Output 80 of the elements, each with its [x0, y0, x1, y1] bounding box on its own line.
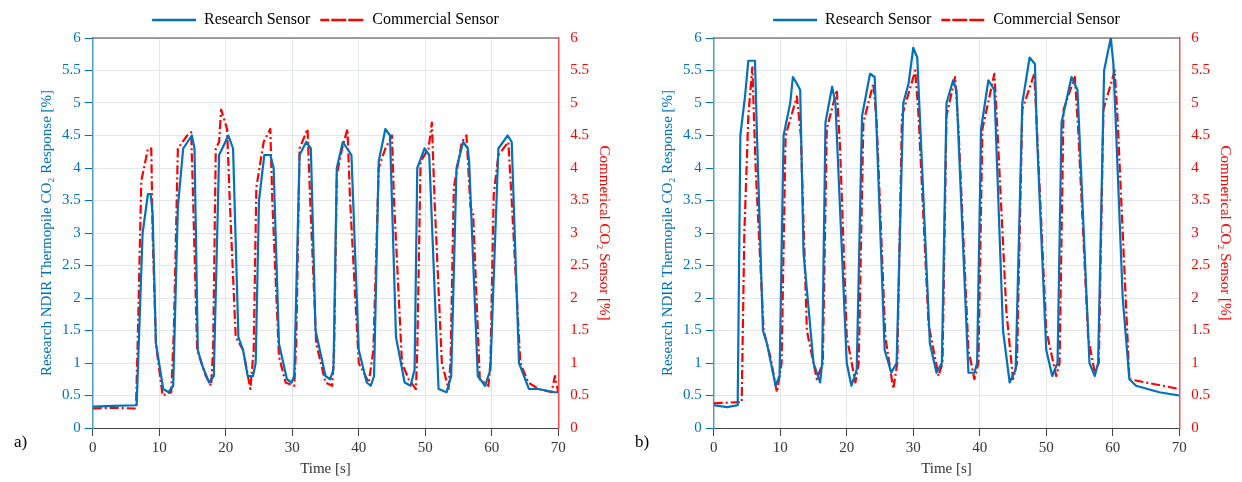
x-axis-title: Time [s]: [921, 459, 972, 476]
x-tick-label: 30: [905, 438, 921, 455]
x-tick-label: 30: [284, 438, 300, 455]
x-tick-label: 50: [1038, 438, 1054, 455]
y2-tick-label: 2.5: [570, 256, 589, 273]
legend-label: Commercial Sensor: [372, 10, 500, 28]
y-tick-label: 1.5: [62, 321, 81, 338]
y-tick-label: 0.5: [62, 386, 81, 403]
y2-tick-label: 1.5: [1191, 321, 1210, 338]
text: b): [635, 432, 650, 452]
y2-tick-label: 5: [570, 93, 578, 110]
y2-tick-label: 3.5: [1191, 191, 1210, 208]
y2-tick-label: 5: [1191, 93, 1199, 110]
y-tick-label: 6: [694, 28, 703, 45]
y2-tick-label: 3: [570, 223, 578, 240]
y2-tick-label: 4.5: [1191, 126, 1210, 143]
y-axis-title: Research NDIR Thermopile CO₂ Response [%]: [658, 89, 675, 377]
y-tick-label: 4.5: [683, 126, 702, 143]
y2-tick-label: 4.5: [570, 126, 589, 143]
y-tick-label: 0.5: [683, 386, 702, 403]
legend-label: Commercial Sensor: [993, 10, 1121, 28]
x-tick-label: 20: [218, 438, 234, 455]
x-tick-label: 60: [1105, 438, 1121, 455]
y2-tick-label: 0.5: [1191, 386, 1210, 403]
y2-tick-label: 3.5: [570, 191, 589, 208]
y-tick-label: 0: [73, 418, 81, 435]
y2-tick-label: 6: [570, 28, 579, 45]
legend-label: Research Sensor: [825, 10, 932, 28]
x-tick-label: 0: [710, 438, 718, 455]
y2-tick-label: 5.5: [1191, 61, 1210, 78]
x-tick-label: 60: [484, 438, 500, 455]
y2-tick-label: 1: [570, 353, 578, 370]
y-tick-label: 1: [73, 353, 81, 370]
y-tick-label: 4.5: [62, 126, 81, 143]
y-tick-label: 4: [694, 158, 703, 175]
y-tick-label: 3: [73, 223, 81, 240]
y2-tick-label: 4: [1191, 158, 1200, 175]
y2-tick-label: 2.5: [1191, 256, 1210, 273]
y-tick-label: 0: [694, 418, 702, 435]
y2-tick-label: 3: [1191, 223, 1199, 240]
x-tick-label: 70: [1171, 438, 1187, 455]
text: a): [14, 432, 28, 452]
y-tick-label: 4: [73, 158, 82, 175]
y2-axis-title: Commerical CO₂ Sensor [%]: [1218, 145, 1235, 321]
y2-tick-label: 6: [1191, 28, 1200, 45]
y2-tick-label: 5.5: [570, 61, 589, 78]
y-tick-label: 1.5: [683, 321, 702, 338]
y-tick-label: 5: [73, 93, 81, 110]
y2-tick-label: 1: [1191, 353, 1199, 370]
y-tick-label: 3.5: [683, 191, 702, 208]
y-tick-label: 2: [694, 288, 702, 305]
y-tick-label: 3.5: [62, 191, 81, 208]
y-tick-label: 1: [694, 353, 702, 370]
y-axis-title: Research NDIR Thermopile CO₂ Response [%]: [37, 89, 54, 377]
x-tick-label: 70: [550, 438, 566, 455]
y2-tick-label: 2: [570, 288, 578, 305]
x-tick-label: 50: [417, 438, 433, 455]
y-tick-label: 5: [694, 93, 702, 110]
y2-axis-title: Commerical CO₂ Sensor [%]: [597, 145, 614, 321]
y-tick-label: 2: [73, 288, 81, 305]
x-tick-label: 40: [972, 438, 988, 455]
y2-tick-label: 0: [570, 418, 578, 435]
y-tick-label: 3: [694, 223, 702, 240]
x-tick-label: 10: [772, 438, 788, 455]
y2-tick-label: 0: [1191, 418, 1199, 435]
legend-label: Research Sensor: [204, 10, 311, 28]
y2-tick-label: 1.5: [570, 321, 589, 338]
x-tick-label: 0: [89, 438, 97, 455]
x-tick-label: 10: [151, 438, 167, 455]
y2-tick-label: 0.5: [570, 386, 589, 403]
y-tick-label: 2.5: [62, 256, 81, 273]
y-tick-label: 5.5: [683, 61, 702, 78]
x-tick-label: 20: [839, 438, 855, 455]
y2-tick-label: 4: [570, 158, 579, 175]
y-tick-label: 6: [73, 28, 82, 45]
y-tick-label: 5.5: [62, 61, 81, 78]
y-tick-label: 2.5: [683, 256, 702, 273]
x-tick-label: 40: [351, 438, 367, 455]
x-axis-title: Time [s]: [300, 459, 351, 476]
y2-tick-label: 2: [1191, 288, 1199, 305]
